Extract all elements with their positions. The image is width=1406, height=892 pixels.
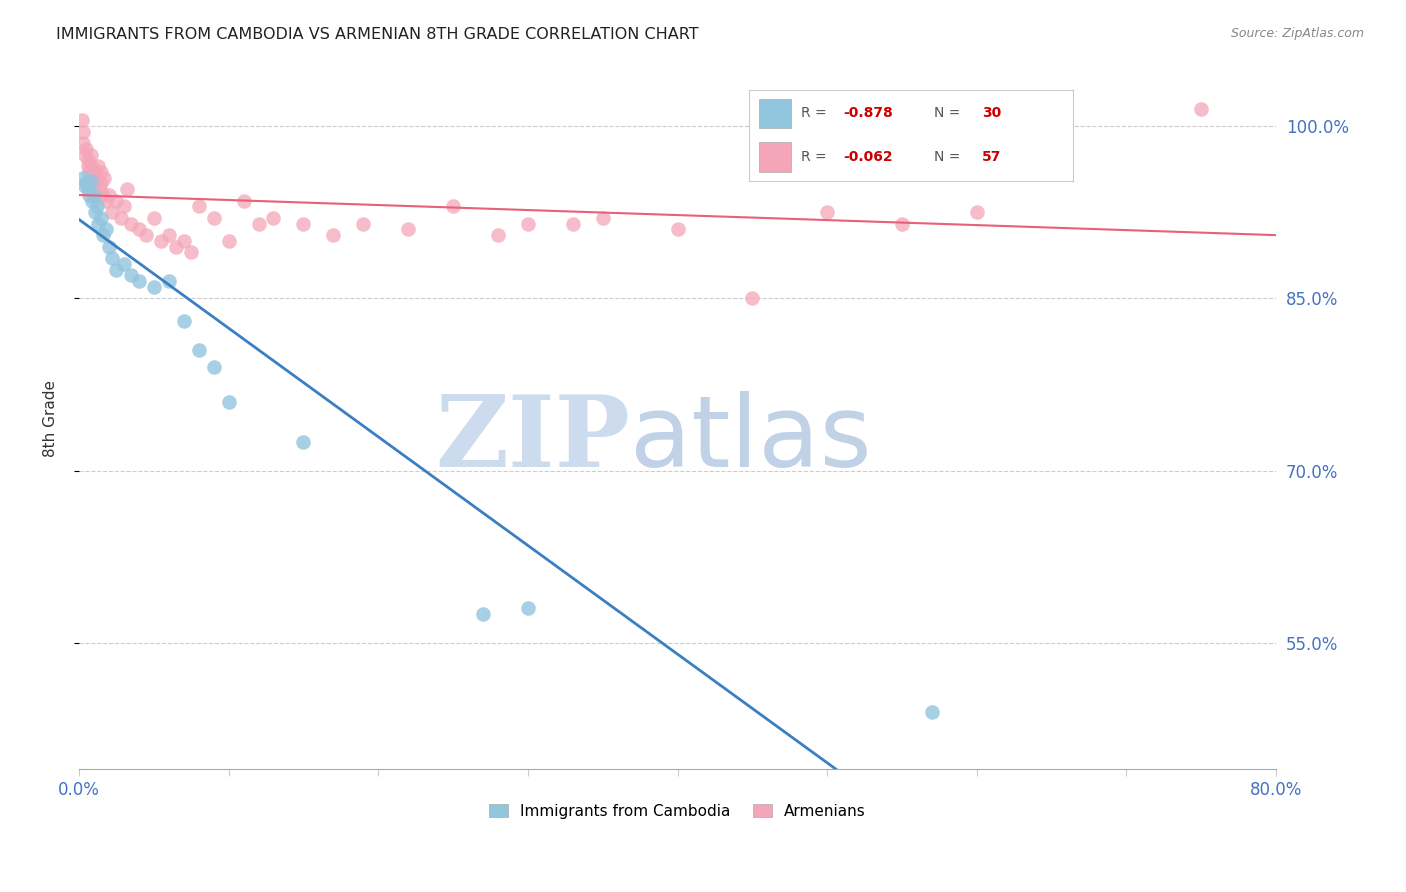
Point	[80, 147, 103, 161]
Point	[112, 199, 135, 213]
Point	[157, 274, 180, 288]
Point	[93, 170, 115, 185]
Point	[90, 211, 112, 225]
Point	[84, 205, 107, 219]
Point	[165, 239, 187, 253]
Point	[561, 217, 583, 231]
Point	[263, 211, 285, 225]
Point	[815, 205, 838, 219]
Point	[218, 234, 240, 248]
Point	[94, 222, 117, 236]
Point	[472, 607, 495, 622]
Point	[666, 222, 689, 236]
Point	[247, 217, 270, 231]
Point	[173, 314, 195, 328]
Point	[292, 434, 315, 449]
Point	[90, 177, 112, 191]
Point	[157, 228, 180, 243]
Point	[592, 211, 614, 225]
Point	[90, 165, 112, 179]
Text: Source: ZipAtlas.com: Source: ZipAtlas.com	[1230, 27, 1364, 40]
Text: IMMIGRANTS FROM CAMBODIA VS ARMENIAN 8TH GRADE CORRELATION CHART: IMMIGRANTS FROM CAMBODIA VS ARMENIAN 8TH…	[56, 27, 699, 42]
Point	[150, 234, 173, 248]
Point	[1189, 102, 1212, 116]
Point	[80, 174, 103, 188]
Point	[89, 182, 111, 196]
Point	[441, 199, 464, 213]
Point	[77, 153, 100, 168]
Point	[70, 113, 93, 128]
Point	[72, 170, 94, 185]
Point	[79, 187, 101, 202]
Point	[72, 136, 94, 151]
Point	[75, 142, 97, 156]
Point	[142, 280, 165, 294]
Point	[82, 194, 104, 208]
Point	[75, 177, 97, 191]
Point	[80, 170, 103, 185]
Point	[218, 394, 240, 409]
Point	[292, 217, 315, 231]
Point	[128, 222, 150, 236]
Point	[97, 239, 120, 253]
Point	[966, 205, 988, 219]
Point	[87, 159, 110, 173]
Point	[94, 194, 117, 208]
Point	[352, 217, 374, 231]
Legend: Immigrants from Cambodia, Armenians: Immigrants from Cambodia, Armenians	[484, 797, 872, 825]
Text: atlas: atlas	[630, 392, 872, 489]
Point	[396, 222, 419, 236]
Point	[87, 217, 110, 231]
Point	[921, 705, 943, 719]
Point	[82, 159, 104, 173]
Point	[73, 178, 96, 193]
Point	[120, 217, 142, 231]
Point	[202, 211, 225, 225]
Point	[83, 177, 105, 191]
Point	[516, 217, 538, 231]
Point	[516, 601, 538, 615]
Point	[128, 274, 150, 288]
Point	[105, 262, 128, 277]
Point	[232, 194, 254, 208]
Point	[91, 187, 114, 202]
Point	[84, 165, 107, 179]
Point	[73, 147, 96, 161]
Point	[91, 228, 114, 243]
Point	[86, 199, 108, 213]
Text: ZIP: ZIP	[434, 392, 630, 489]
Point	[120, 268, 142, 283]
Point	[187, 343, 209, 357]
Point	[112, 257, 135, 271]
Point	[97, 187, 120, 202]
Point	[86, 170, 108, 185]
Point	[202, 360, 225, 375]
Point	[105, 194, 128, 208]
Point	[486, 228, 509, 243]
Point	[79, 165, 101, 179]
Point	[101, 251, 124, 265]
Point	[135, 228, 157, 243]
Point	[891, 217, 914, 231]
Point	[83, 187, 105, 202]
Point	[77, 182, 100, 196]
Point	[101, 205, 124, 219]
Y-axis label: 8th Grade: 8th Grade	[44, 380, 58, 458]
Point	[77, 159, 100, 173]
Point	[115, 182, 138, 196]
Point	[741, 291, 763, 305]
Point	[187, 199, 209, 213]
Point	[72, 125, 94, 139]
Point	[110, 211, 132, 225]
Point	[180, 245, 202, 260]
Point	[173, 234, 195, 248]
Point	[142, 211, 165, 225]
Point	[322, 228, 344, 243]
